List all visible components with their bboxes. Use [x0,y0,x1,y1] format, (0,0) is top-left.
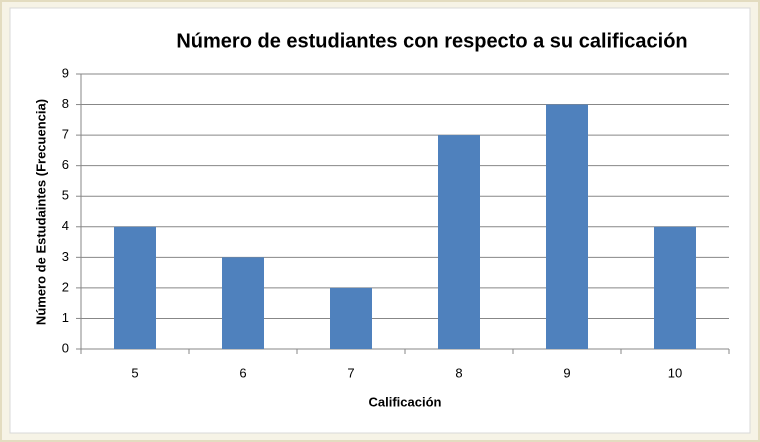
bar [654,226,696,349]
y-tick-label: 3 [62,249,69,264]
y-tick-label: 7 [62,127,69,142]
y-tick-label: 9 [62,65,69,80]
y-tick-label: 2 [62,279,69,294]
y-tick-label: 4 [62,218,69,233]
y-axis-label: Número de Estudaintes (Frecuencia) [33,99,48,325]
x-tick-label: 10 [668,365,682,380]
x-tick-label: 5 [131,365,138,380]
chart-title: Número de estudiantes con respecto a su … [176,30,687,52]
bar [222,257,264,349]
bar [114,226,156,349]
bar [438,135,480,349]
bar [330,287,372,349]
y-tick-label: 5 [62,188,69,203]
y-tick-label: 1 [62,310,69,325]
x-tick-label: 8 [455,365,462,380]
x-tick-label: 6 [239,365,246,380]
bar [546,104,588,349]
chart-area [9,7,751,434]
x-axis-label: Calificación [369,394,442,409]
y-tick-label: 6 [62,157,69,172]
y-tick-label: 8 [62,96,69,111]
x-tick-label: 9 [563,365,570,380]
x-tick-label: 7 [347,365,354,380]
y-tick-label: 0 [62,340,69,355]
